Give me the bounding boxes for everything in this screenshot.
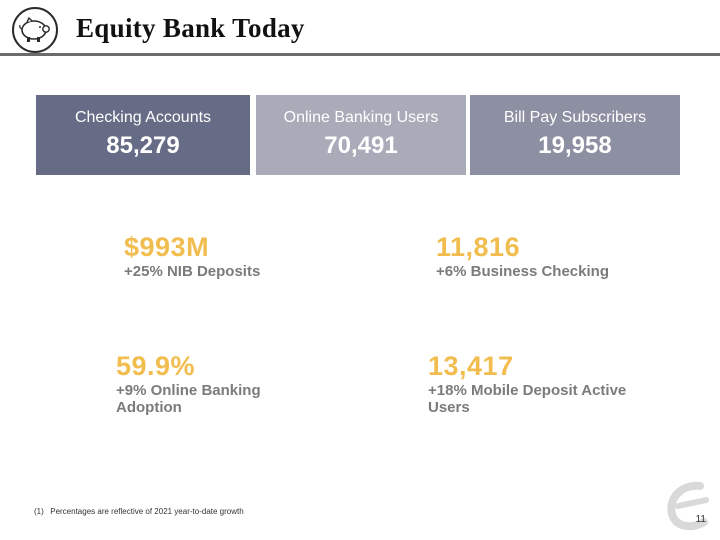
- equity-e-icon: [660, 478, 716, 539]
- footnote-text: Percentages are reflective of 2021 year-…: [50, 507, 244, 516]
- footnote-index: (1): [34, 507, 44, 516]
- stat-value: 13,417: [428, 351, 514, 381]
- metric-value: 19,958: [538, 132, 612, 159]
- stat-description: +9% Online Banking Adoption: [116, 382, 261, 416]
- page-title: Equity Bank Today: [76, 13, 305, 43]
- metric-box-checking-accounts: Checking Accounts 85,279: [36, 95, 250, 175]
- header-divider: [0, 53, 720, 56]
- stat-description: +18% Mobile Deposit Active Users: [428, 382, 627, 416]
- stat-mobile-deposit-users: 13,417 +18% Mobile Deposit Active Users: [428, 351, 668, 416]
- stat-online-banking-adoption: 59.9% +9% Online Banking Adoption: [116, 351, 296, 416]
- metric-label: Checking Accounts: [74, 109, 212, 126]
- stat-value: 59.9%: [116, 351, 196, 381]
- metric-box-online-banking-users: Online Banking Users 70,491: [256, 95, 466, 175]
- piggy-bank-icon: [12, 7, 58, 53]
- stat-value: 11,816: [436, 232, 521, 262]
- page-number: 11: [695, 514, 706, 525]
- metric-box-bill-pay-subscribers: Bill Pay Subscribers 19,958: [470, 95, 680, 175]
- stat-nib-deposits: $993M +25% NIB Deposits: [124, 232, 344, 280]
- metric-value: 70,491: [324, 132, 398, 159]
- metric-value: 85,279: [106, 132, 180, 159]
- metric-label: Bill Pay Subscribers: [503, 109, 647, 126]
- header: Equity Bank Today: [0, 0, 720, 62]
- stat-description: +25% NIB Deposits: [124, 263, 261, 280]
- footnote: (1) Percentages are reflective of 2021 y…: [34, 507, 244, 516]
- metric-label: Online Banking Users: [283, 109, 439, 126]
- stat-description: +6% Business Checking: [436, 263, 609, 280]
- stat-value: $993M: [124, 232, 210, 262]
- stat-business-checking: 11,816 +6% Business Checking: [436, 232, 676, 280]
